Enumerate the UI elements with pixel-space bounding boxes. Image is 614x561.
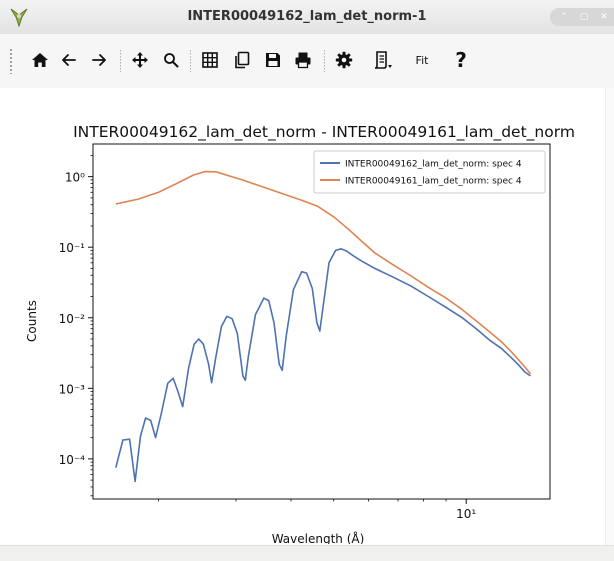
chart-title: INTER00049162_lam_det_norm - INTER000491… bbox=[73, 123, 575, 142]
toolbar-separator bbox=[190, 50, 191, 72]
toolbar-separator bbox=[120, 50, 121, 72]
y-axis-ticks: 10⁻⁴ 10⁻³ 10⁻² 10⁻¹ 10⁰ bbox=[59, 154, 93, 497]
home-button[interactable] bbox=[29, 44, 51, 76]
fit-button[interactable]: Fit bbox=[409, 44, 435, 76]
window-controls: ⌃ ▢ ✕ bbox=[550, 8, 614, 26]
y-tick-label: 10⁻³ bbox=[59, 382, 86, 396]
window-title: INTER00049162_lam_det_norm-1 bbox=[187, 9, 427, 24]
gear-icon bbox=[335, 51, 353, 69]
pan-button[interactable] bbox=[129, 44, 151, 76]
arrow-left-icon bbox=[62, 54, 76, 66]
save-icon bbox=[266, 53, 280, 67]
fit-label: Fit bbox=[415, 53, 429, 67]
legend-label: INTER00049162_lam_det_norm: spec 4 bbox=[345, 160, 522, 170]
copy-button[interactable] bbox=[231, 44, 253, 76]
back-button[interactable] bbox=[58, 44, 80, 76]
script-icon bbox=[374, 51, 392, 69]
y-tick-label: 10⁰ bbox=[65, 171, 85, 185]
y-tick-label: 10⁻¹ bbox=[59, 241, 86, 255]
magnifier-icon bbox=[164, 53, 179, 68]
grid-icon bbox=[202, 52, 218, 68]
save-button[interactable] bbox=[262, 44, 284, 76]
help-button[interactable]: ? bbox=[449, 44, 473, 76]
forward-button[interactable] bbox=[88, 44, 110, 76]
right-edge bbox=[605, 88, 614, 545]
x-axis-label: Wavelength (Å) bbox=[272, 531, 365, 544]
print-icon bbox=[295, 52, 311, 69]
title-bar[interactable]: INTER00049162_lam_det_norm-1 ⌃ ▢ ✕ bbox=[0, 0, 614, 35]
x-axis-ticks: 10¹ bbox=[158, 499, 476, 521]
print-button[interactable] bbox=[292, 44, 314, 76]
plot-area[interactable]: INTER00049162_lam_det_norm - INTER000491… bbox=[0, 88, 614, 546]
axes-frame bbox=[92, 143, 551, 500]
options-button[interactable] bbox=[333, 44, 355, 76]
window-shade-button[interactable]: ⌃ bbox=[560, 12, 568, 22]
chart[interactable]: INTER00049162_lam_det_norm - INTER000491… bbox=[0, 88, 614, 546]
legend[interactable]: INTER00049162_lam_det_norm: spec 4 INTER0… bbox=[313, 150, 546, 194]
grid-button[interactable] bbox=[199, 44, 221, 76]
legend-label: INTER00049161_lam_det_norm: spec 4 bbox=[345, 177, 522, 187]
window-close-button[interactable]: ✕ bbox=[600, 12, 608, 22]
help-label: ? bbox=[455, 48, 467, 72]
series-layer bbox=[115, 170, 532, 483]
toolbar-grip[interactable] bbox=[9, 48, 14, 74]
toolbar: Fit ? bbox=[0, 34, 614, 89]
y-tick-label: 10⁻⁴ bbox=[59, 453, 86, 467]
y-axis-label: Counts bbox=[25, 300, 39, 342]
generate-script-button[interactable] bbox=[371, 44, 395, 76]
arrow-right-icon bbox=[92, 54, 106, 66]
x-tick-label: 10¹ bbox=[456, 507, 476, 521]
series-line-2 bbox=[115, 170, 532, 375]
zoom-button[interactable] bbox=[160, 44, 182, 76]
window-maximize-button[interactable]: ▢ bbox=[579, 12, 589, 22]
y-tick-label: 10⁻² bbox=[59, 312, 86, 326]
series-line-1 bbox=[115, 248, 531, 483]
toolbar-separator bbox=[324, 50, 325, 72]
home-icon bbox=[32, 53, 48, 67]
app-logo-icon bbox=[10, 8, 28, 28]
copy-icon bbox=[235, 51, 250, 69]
status-bar bbox=[0, 545, 614, 561]
move-icon bbox=[132, 52, 148, 68]
legend-box bbox=[313, 150, 546, 194]
